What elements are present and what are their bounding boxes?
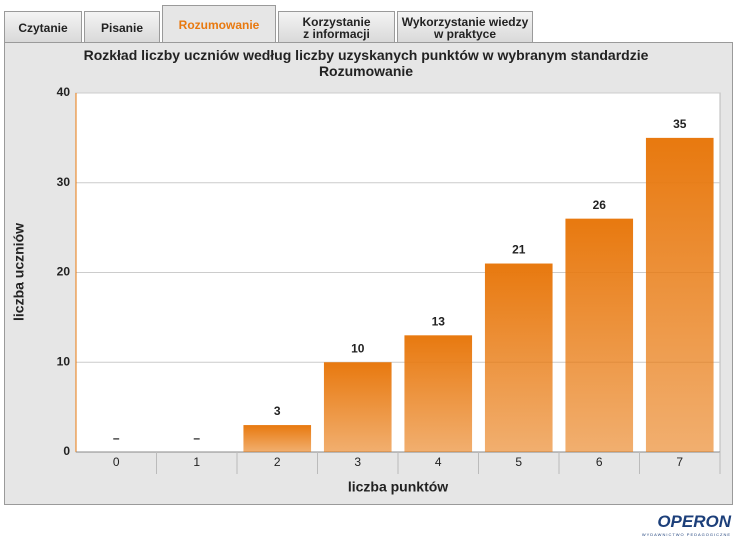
x-tick-label: 1 (193, 455, 200, 469)
x-tick-label: 5 (515, 455, 522, 469)
y-tick-label: 40 (57, 85, 71, 99)
tab-label: z informacji (303, 26, 370, 41)
bar (243, 425, 312, 452)
tab[interactable]: Wykorzystanie wiedzy w praktyce (397, 11, 533, 43)
bar (645, 137, 714, 452)
tab[interactable]: Korzystanie z informacji (278, 11, 395, 43)
x-tick-label: 0 (113, 455, 120, 469)
y-tick-label: 10 (57, 354, 71, 368)
tab[interactable]: Rozumowanie (162, 5, 276, 43)
data-label: 26 (593, 198, 607, 212)
y-tick-label: 0 (63, 444, 70, 458)
tab-label: Czytanie (18, 20, 68, 35)
y-axis-label: liczba uczniów (11, 223, 27, 321)
x-tick-label: 7 (676, 455, 683, 469)
logo: OPERON WYDAWNICTWO PEDAGOGICZNE (642, 512, 731, 537)
tab-label: Wykorzystanie wiedzy (401, 14, 529, 29)
bar (565, 218, 634, 452)
data-label: 10 (351, 341, 365, 355)
tab-label: Korzystanie (302, 14, 371, 29)
data-label: – (113, 431, 120, 445)
logo-name: OPERON (657, 512, 731, 531)
data-label: 13 (432, 314, 446, 328)
tab[interactable]: Czytanie (4, 11, 82, 43)
data-label: 3 (274, 404, 281, 418)
x-tick-label: 2 (274, 455, 281, 469)
bar (484, 263, 553, 452)
bar (323, 362, 392, 452)
y-tick-label: 30 (57, 175, 71, 189)
tab-label: Rozumowanie (178, 17, 260, 32)
chart-title: Rozkład liczby uczniów według liczby uzy… (83, 47, 649, 79)
data-label: 35 (673, 117, 687, 131)
logo-tagline: WYDAWNICTWO PEDAGOGICZNE (641, 532, 731, 537)
x-tick-label: 4 (435, 455, 442, 469)
x-tick-label: 3 (354, 455, 361, 469)
x-axis-label: liczba punktów (348, 479, 448, 495)
tab-label: Pisanie (100, 20, 144, 35)
data-label: – (193, 431, 200, 445)
bar (404, 335, 473, 452)
tab-label: w praktyce (433, 26, 497, 41)
data-label: 21 (512, 243, 526, 257)
tab[interactable]: Pisanie (84, 11, 160, 43)
x-tick-label: 6 (596, 455, 603, 469)
y-tick-label: 20 (57, 265, 71, 279)
